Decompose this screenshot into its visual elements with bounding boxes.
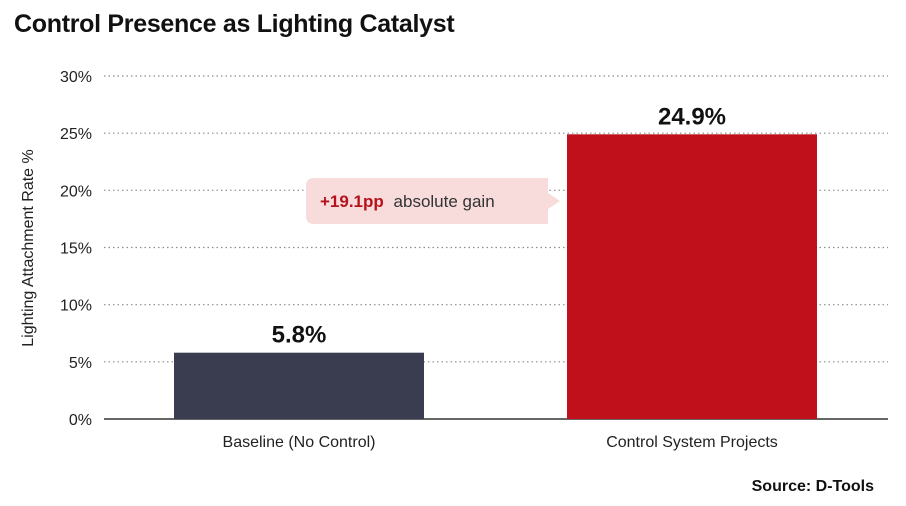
chart-title: Control Presence as Lighting Catalyst: [14, 10, 455, 38]
x-category-label: Baseline (No Control): [223, 434, 376, 451]
bar-value-label: 5.8%: [272, 322, 327, 349]
bar: [174, 352, 424, 419]
bars: 5.8% Baseline (No Control) 24.9% Control Sy…: [174, 103, 817, 451]
annotation-strong: +19.1pp: [320, 192, 384, 211]
y-tick-label: 20%: [60, 183, 92, 200]
bar: [567, 134, 817, 419]
y-axis-ticks: 0% 5% 10% 15% 20% 25% 30%: [60, 69, 92, 429]
annotation-rest: absolute gain: [394, 192, 495, 211]
source-note: Source: D-Tools: [751, 478, 874, 495]
y-tick-label: 30%: [60, 69, 92, 86]
y-axis-label: Lighting Attachment Rate %: [20, 149, 37, 346]
x-category-label: Control System Projects: [606, 434, 778, 451]
y-tick-label: 25%: [60, 126, 92, 143]
y-tick-label: 15%: [60, 241, 92, 258]
y-tick-label: 0%: [69, 412, 92, 429]
annotation-callout: [306, 178, 560, 224]
bar-value-label: 24.9%: [658, 103, 726, 130]
y-tick-label: 10%: [60, 298, 92, 315]
gain-annotation: +19.1pp absolute gain: [306, 178, 560, 224]
y-tick-label: 5%: [69, 355, 92, 372]
annotation-text: +19.1pp absolute gain: [320, 192, 495, 211]
